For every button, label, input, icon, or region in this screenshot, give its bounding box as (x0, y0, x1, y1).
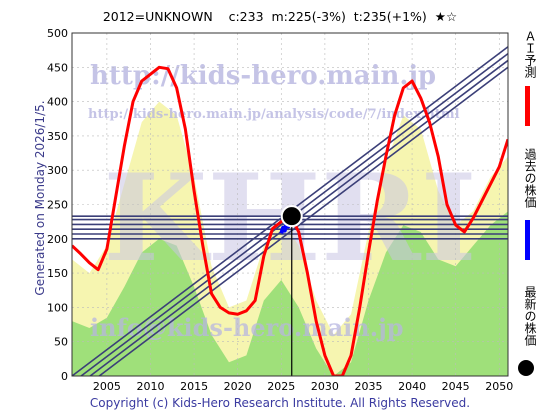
trend-channel-line (97, 66, 508, 376)
legend-swatch-latest-price (518, 360, 534, 376)
plot-frame (71, 32, 509, 377)
y-tick-label: 250 (47, 199, 68, 212)
legend-swatch-ai-forecast (525, 86, 530, 126)
watermark-url-mid: http://kids-hero.main.jp/analysis/code/7… (88, 107, 460, 122)
legend: ＡＩ予測 過去の株価 最新の株価 (514, 30, 560, 380)
y-tick-label: 500 (47, 27, 68, 40)
y-tick-label: 400 (47, 96, 68, 109)
y-tick-label: 450 (47, 61, 68, 74)
legend-label-past-price: 過去の株価 (523, 148, 537, 208)
x-tick-label: 2010 (136, 380, 164, 393)
legend-label-latest-price: 最新の株価 (523, 286, 537, 346)
x-tick-label: 2005 (93, 380, 121, 393)
latest-price-point (280, 205, 303, 228)
y-tick-label: 200 (47, 233, 68, 246)
x-tick-label: 2045 (442, 380, 470, 393)
y-tick-label: 350 (47, 130, 68, 143)
legend-label-ai-forecast: ＡＩ予測 (523, 30, 537, 78)
x-tick-label: 2040 (398, 380, 426, 393)
band-green-area (72, 211, 508, 376)
x-tick-label: 2050 (485, 380, 513, 393)
y-tick-label: 50 (54, 336, 68, 349)
y-tick-label: 100 (47, 301, 68, 314)
x-tick-label: 2030 (311, 380, 339, 393)
y-tick-label: 150 (47, 267, 68, 280)
x-tick-label: 2020 (224, 380, 252, 393)
watermark-url-top: http://kids-hero.main.jp (90, 61, 436, 91)
y-tick-label: 300 (47, 164, 68, 177)
legend-swatch-past-price (525, 220, 530, 260)
copyright-text: Copyright (c) Kids-Hero Research Institu… (89, 396, 471, 410)
x-tick-label: 2035 (354, 380, 382, 393)
y-tick-label: 0 (61, 370, 68, 383)
chart-title: 2012=UNKNOWN c:233 m:225(-3%) t:235(+1%)… (102, 9, 458, 24)
x-tick-label: 2025 (267, 380, 295, 393)
x-tick-label: 2015 (180, 380, 208, 393)
